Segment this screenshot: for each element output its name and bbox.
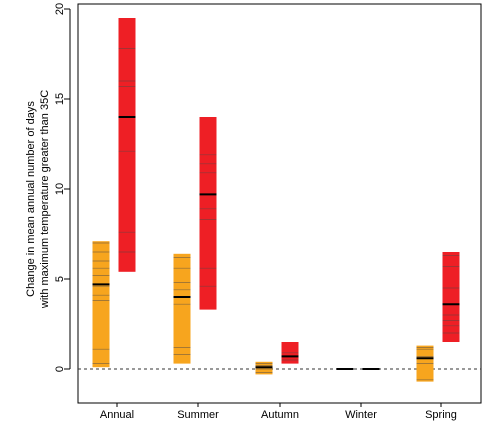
x-tick-label: Spring [425, 409, 457, 421]
bar [92, 241, 110, 368]
bar [118, 18, 136, 272]
plot-frame [77, 3, 482, 404]
y-tick-label: 5 [54, 276, 66, 282]
bar [173, 253, 191, 364]
y-tick-label: 20 [54, 3, 66, 15]
bars-group [92, 18, 460, 382]
bar [199, 117, 217, 310]
plot-frame-group [77, 3, 482, 404]
y-tick-label: 0 [54, 366, 66, 372]
y-axis: 0 5 10 15 20 [54, 3, 71, 372]
x-tick-label: Summer [177, 409, 219, 421]
y-tick-label: 10 [54, 183, 66, 195]
bar [442, 252, 460, 342]
x-tick-label: Annual [100, 409, 134, 421]
y-axis-label: Change in mean annual number of days wit… [25, 90, 51, 309]
x-tick-label: Autumn [261, 409, 299, 421]
y-tick-label: 15 [54, 93, 66, 105]
y-axis-label-line-2: with maximum temperature greater than 35… [39, 90, 51, 309]
x-axis: Annual Summer Autumn Winter Spring [100, 403, 457, 421]
x-tick-label: Winter [345, 409, 377, 421]
y-axis-label-line-1: Change in mean annual number of days [25, 101, 37, 297]
